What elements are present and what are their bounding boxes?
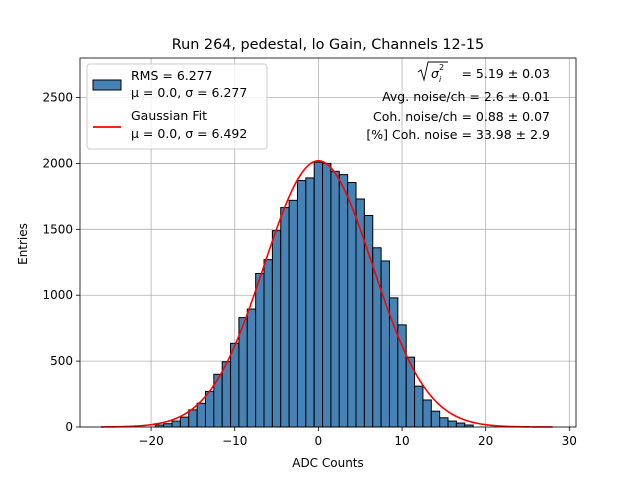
x-axis-label: ADC Counts (292, 456, 364, 470)
histogram-bar (263, 259, 273, 428)
y-tick-label: 500 (50, 354, 73, 368)
histogram-bar (455, 422, 466, 428)
histogram-bar (204, 390, 215, 428)
legend-label-histogram: RMS = 6.277 (131, 68, 213, 83)
sigma-superscript: 2 (439, 63, 444, 72)
histogram-bar (230, 342, 240, 428)
histogram-bars (154, 161, 474, 428)
legend-swatch-histogram (92, 79, 122, 91)
legend-label-histogram-stats: μ = 0.0, σ = 6.277 (131, 85, 247, 100)
histogram-bar (338, 174, 349, 428)
histogram-bar (188, 409, 198, 428)
y-axis-label: Entries (16, 223, 30, 265)
x-tick-label: −10 (222, 434, 247, 448)
histogram-bar (179, 416, 190, 428)
histogram-bar (196, 402, 206, 428)
legend: RMS = 6.277 μ = 0.0, σ = 6.277 Gaussian … (86, 63, 268, 150)
histogram-bar (296, 180, 307, 428)
histogram-bar (163, 423, 173, 428)
histogram-bar (255, 272, 265, 428)
legend-label-fit: Gaussian Fit (131, 108, 207, 123)
histogram-bar (380, 260, 390, 428)
histogram-bar (422, 399, 432, 428)
histogram-bar (430, 410, 441, 428)
histogram-bar (305, 177, 315, 428)
fit-line (100, 160, 553, 428)
y-tick-label: 1000 (42, 288, 73, 302)
y-tick-label: 2000 (42, 156, 73, 170)
y-tick-label: 2500 (42, 91, 73, 105)
annotation-coh-noise: Coh. noise/ch = 0.88 ± 0.07 (373, 109, 550, 124)
y-tick-label: 1500 (42, 222, 73, 236)
histogram-bar (347, 182, 357, 428)
histogram-bar (171, 420, 181, 428)
x-tick-label: −20 (138, 434, 163, 448)
histogram-bar (330, 170, 340, 428)
histogram-bar (447, 420, 457, 428)
annotation-coh-noise-percent: [%] Coh. noise = 33.98 ± 2.9 (366, 127, 550, 142)
annotation-avg-noise: Avg. noise/ch = 2.6 ± 0.01 (382, 89, 550, 104)
histogram-bar (372, 247, 382, 428)
x-tick-label: 20 (478, 434, 493, 448)
chart-title: Run 264, pedestal, lo Gain, Channels 12-… (172, 37, 484, 53)
legend-box (86, 63, 268, 150)
histogram-bar (313, 161, 324, 428)
legend-label-fit-stats: μ = 0.0, σ = 6.492 (131, 126, 247, 141)
histogram-bar (280, 207, 290, 428)
gaussian-fit-curve (100, 160, 553, 428)
histogram-bar (288, 199, 298, 428)
sigma-formula: σ i 2 (417, 61, 448, 84)
histogram-bar (246, 308, 257, 428)
y-tick-label: 0 (65, 420, 73, 434)
sigma-subscript: i (439, 75, 442, 84)
histogram-bar (221, 361, 232, 428)
stats-annotations: σ i 2 = 5.19 ± 0.03 Avg. noise/ch = 2.6 … (366, 61, 550, 142)
histogram-bar (414, 385, 424, 428)
plot-frame (79, 57, 577, 428)
x-tick-label: 0 (315, 434, 323, 448)
histogram-bar (439, 417, 449, 428)
histogram-bar (355, 198, 365, 428)
sigma-symbol: σ (431, 66, 440, 81)
histogram-bar (271, 230, 282, 428)
x-tick-label: 30 (562, 434, 577, 448)
histogram-bar (322, 162, 332, 428)
annotation-sigma-value: = 5.19 ± 0.03 (461, 66, 550, 81)
axis-ticks: −20 −10 0 10 20 30 0 500 1000 1500 2000 2500 (42, 91, 576, 448)
histogram-bar (363, 214, 374, 428)
x-tick-label: 10 (394, 434, 409, 448)
